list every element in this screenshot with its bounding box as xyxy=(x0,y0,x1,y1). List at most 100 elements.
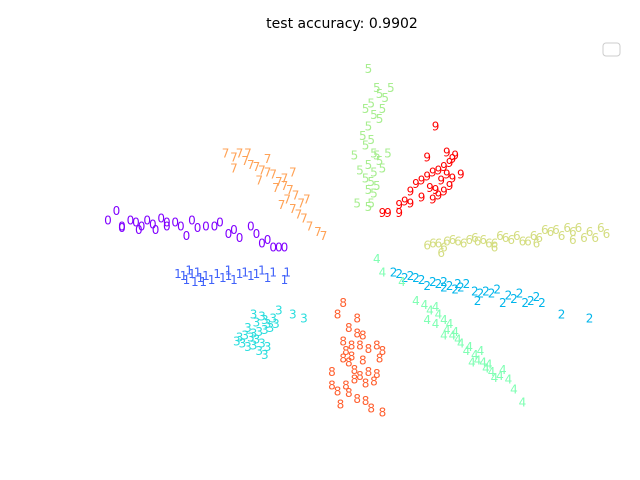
point-digit-4: 4 xyxy=(488,365,496,379)
point-digit-6: 6 xyxy=(443,235,451,249)
point-digit-8: 8 xyxy=(376,352,384,366)
point-digit-8: 8 xyxy=(365,342,373,356)
point-digit-9: 9 xyxy=(423,170,431,184)
point-digit-9: 9 xyxy=(443,168,451,182)
point-digit-5: 5 xyxy=(376,154,384,168)
point-digit-7: 7 xyxy=(241,154,249,168)
point-digit-4: 4 xyxy=(421,298,429,312)
point-digit-7: 7 xyxy=(264,152,272,166)
point-digit-2: 2 xyxy=(451,283,459,297)
chart-title: test accuracy: 0.9902 xyxy=(266,16,418,32)
point-digit-6: 6 xyxy=(547,225,555,239)
point-digit-4: 4 xyxy=(499,363,507,377)
point-digit-3: 3 xyxy=(247,331,255,345)
point-digit-3: 3 xyxy=(250,327,258,341)
point-digit-9: 9 xyxy=(401,194,409,208)
point-digit-9: 9 xyxy=(429,193,437,207)
point-digit-1: 1 xyxy=(236,267,244,281)
point-digit-9: 9 xyxy=(435,164,443,178)
point-digit-8: 8 xyxy=(379,405,387,419)
point-digit-3: 3 xyxy=(253,332,261,346)
point-digit-0: 0 xyxy=(132,216,140,230)
point-digit-9: 9 xyxy=(432,183,440,197)
point-digit-7: 7 xyxy=(300,212,308,226)
point-digit-2: 2 xyxy=(454,277,462,291)
point-digit-6: 6 xyxy=(597,221,605,235)
point-digit-8: 8 xyxy=(367,402,375,416)
point-digit-7: 7 xyxy=(281,171,289,185)
point-digit-1: 1 xyxy=(219,271,227,285)
point-digit-4: 4 xyxy=(449,329,457,343)
point-digit-8: 8 xyxy=(359,354,367,368)
point-digit-7: 7 xyxy=(258,164,266,178)
point-digit-5: 5 xyxy=(376,112,384,126)
point-digit-2: 2 xyxy=(446,279,454,293)
point-digit-7: 7 xyxy=(247,158,255,172)
point-digit-6: 6 xyxy=(569,233,577,247)
point-digit-5: 5 xyxy=(362,102,370,116)
point-digit-9: 9 xyxy=(407,185,415,199)
point-digit-3: 3 xyxy=(300,311,308,325)
point-digit-8: 8 xyxy=(370,375,378,389)
point-digit-8: 8 xyxy=(334,384,342,398)
point-digit-1: 1 xyxy=(183,273,191,287)
point-digit-7: 7 xyxy=(236,147,244,161)
point-digit-5: 5 xyxy=(367,97,375,111)
point-digit-3: 3 xyxy=(233,334,241,348)
point-digit-1: 1 xyxy=(269,265,277,279)
point-digit-5: 5 xyxy=(359,129,367,143)
point-digit-5: 5 xyxy=(370,166,378,180)
point-digit-1: 1 xyxy=(230,273,238,287)
point-digit-6: 6 xyxy=(535,231,543,245)
point-digit-3: 3 xyxy=(239,336,247,350)
point-digit-2: 2 xyxy=(488,286,496,300)
point-digit-9: 9 xyxy=(429,166,437,180)
point-digit-3: 3 xyxy=(250,308,258,322)
point-digit-9: 9 xyxy=(395,198,403,212)
point-digit-9: 9 xyxy=(446,179,454,193)
point-digit-0: 0 xyxy=(216,216,224,230)
point-digit-6: 6 xyxy=(491,237,499,251)
point-digit-3: 3 xyxy=(258,309,266,323)
point-digit-8: 8 xyxy=(339,334,347,348)
point-digit-4: 4 xyxy=(423,313,431,327)
point-digit-5: 5 xyxy=(365,183,373,197)
point-digit-0: 0 xyxy=(225,227,233,241)
point-digit-3: 3 xyxy=(253,315,261,329)
point-digit-8: 8 xyxy=(359,329,367,343)
point-digit-4: 4 xyxy=(435,308,443,322)
point-digit-8: 8 xyxy=(345,386,353,400)
point-digit-2: 2 xyxy=(407,269,415,283)
point-digit-7: 7 xyxy=(255,173,263,187)
point-digit-7: 7 xyxy=(286,183,294,197)
point-digit-7: 7 xyxy=(297,196,305,210)
point-digit-8: 8 xyxy=(362,394,370,408)
point-digit-7: 7 xyxy=(281,179,289,193)
point-digit-8: 8 xyxy=(365,365,373,379)
point-digit-8: 8 xyxy=(342,379,350,393)
point-digit-8: 8 xyxy=(356,369,364,383)
point-digit-7: 7 xyxy=(230,162,238,176)
point-digit-6: 6 xyxy=(563,221,571,235)
point-digit-8: 8 xyxy=(339,352,347,366)
point-digit-1: 1 xyxy=(264,271,272,285)
point-digit-9: 9 xyxy=(449,171,457,185)
point-digit-7: 7 xyxy=(230,150,238,164)
point-digit-5: 5 xyxy=(384,147,392,161)
point-digit-2: 2 xyxy=(474,294,482,308)
point-digit-7: 7 xyxy=(272,181,280,195)
point-digit-1: 1 xyxy=(253,267,261,281)
point-digit-8: 8 xyxy=(348,350,356,364)
point-digit-2: 2 xyxy=(586,311,594,325)
point-digit-4: 4 xyxy=(482,361,490,375)
point-digit-7: 7 xyxy=(303,193,311,207)
point-digit-5: 5 xyxy=(373,148,381,162)
point-digit-6: 6 xyxy=(429,237,437,251)
point-digit-0: 0 xyxy=(118,219,126,233)
point-digit-2: 2 xyxy=(493,283,501,297)
point-digit-3: 3 xyxy=(244,340,252,354)
